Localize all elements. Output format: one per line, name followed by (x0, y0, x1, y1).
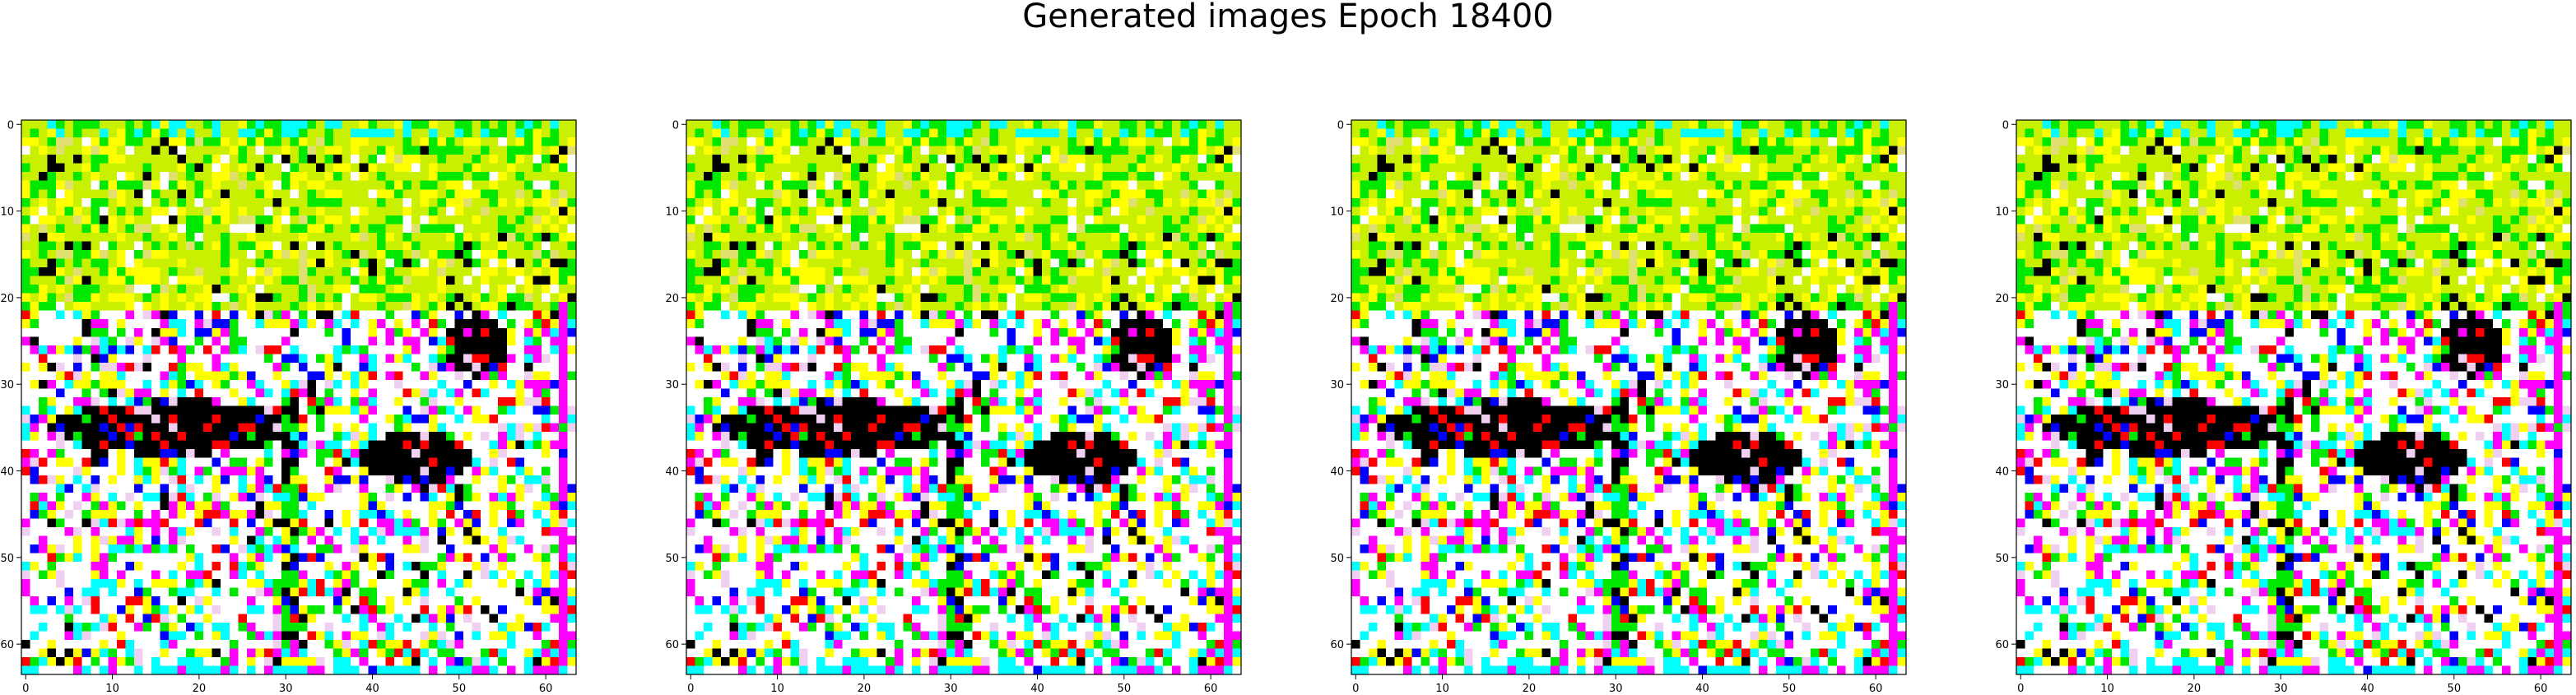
x-tick-label: 20 (858, 683, 872, 695)
y-tick-label: 10 (665, 206, 679, 219)
y-tick-label: 60 (665, 639, 679, 651)
image-pixels (2016, 120, 2572, 675)
x-tick-label: 0 (687, 683, 694, 695)
image-frame (1351, 119, 1907, 675)
y-tick-label: 60 (0, 639, 14, 651)
y-tick-label: 30 (1330, 379, 1344, 392)
x-tick-label: 20 (2188, 683, 2202, 695)
generated-image-panel-4: 0 10 20 30 40 50 60 0 10 20 30 40 50 60 (1995, 119, 2572, 695)
y-tick-label: 0 (2002, 119, 2009, 132)
image-pixels (686, 120, 1242, 675)
x-tick-label: 0 (2017, 683, 2024, 695)
y-tick-label: 50 (0, 553, 14, 565)
y-tick-label: 60 (1330, 639, 1344, 651)
x-tick-label: 40 (1030, 683, 1044, 695)
x-tick-label: 60 (539, 683, 553, 695)
x-tick-label: 40 (2360, 683, 2374, 695)
y-tick-label: 10 (1995, 206, 2009, 219)
generated-image-panel-3: 0 10 20 30 40 50 60 0 10 20 30 40 50 60 (1330, 119, 1907, 695)
y-tick-label: 0 (672, 119, 679, 132)
x-tick-label: 10 (105, 683, 119, 695)
y-tick-label: 50 (1995, 553, 2009, 565)
figure-title: Generated images Epoch 18400 (1022, 0, 1554, 35)
x-tick-label: 40 (1695, 683, 1709, 695)
y-tick-label: 10 (0, 206, 14, 219)
x-tick-label: 30 (1609, 683, 1623, 695)
y-tick-label: 0 (1337, 119, 1344, 132)
x-tick-label: 0 (1352, 683, 1359, 695)
x-tick-label: 60 (2534, 683, 2548, 695)
x-tick-label: 10 (770, 683, 784, 695)
x-tick-label: 50 (2448, 683, 2462, 695)
x-tick-label: 40 (365, 683, 379, 695)
image-frame (21, 119, 577, 675)
x-tick-label: 10 (1435, 683, 1449, 695)
y-tick-label: 30 (665, 379, 679, 392)
y-tick-label: 20 (1995, 293, 2009, 305)
y-tick-label: 50 (665, 553, 679, 565)
x-tick-label: 60 (1204, 683, 1218, 695)
x-tick-label: 60 (1869, 683, 1883, 695)
x-tick-label: 50 (1783, 683, 1797, 695)
x-tick-label: 10 (2100, 683, 2114, 695)
image-frame (2016, 119, 2572, 675)
x-tick-label: 20 (1523, 683, 1537, 695)
y-tick-label: 60 (1995, 639, 2009, 651)
y-tick-label: 50 (1330, 553, 1344, 565)
x-tick-label: 30 (279, 683, 293, 695)
y-tick-label: 20 (0, 293, 14, 305)
y-tick-label: 30 (1995, 379, 2009, 392)
image-pixels (1351, 120, 1907, 675)
x-tick-label: 50 (453, 683, 467, 695)
y-tick-label: 10 (1330, 206, 1344, 219)
x-tick-label: 50 (1118, 683, 1132, 695)
x-tick-label: 30 (2274, 683, 2288, 695)
x-tick-label: 20 (193, 683, 207, 695)
x-tick-label: 0 (22, 683, 29, 695)
y-tick-label: 20 (665, 293, 679, 305)
image-frame (686, 119, 1242, 675)
y-tick-label: 0 (7, 119, 14, 132)
image-pixels (21, 120, 577, 675)
x-tick-label: 30 (944, 683, 958, 695)
y-tick-label: 40 (1995, 466, 2009, 479)
y-tick-label: 30 (0, 379, 14, 392)
y-tick-label: 40 (665, 466, 679, 479)
y-tick-label: 20 (1330, 293, 1344, 305)
generated-image-panel-2: 0 10 20 30 40 50 60 0 10 20 30 40 50 60 (665, 119, 1242, 695)
generated-image-panel-1: 0 10 20 30 40 50 60 0 10 20 30 40 50 60 (0, 119, 577, 695)
y-tick-label: 40 (0, 466, 14, 479)
y-tick-label: 40 (1330, 466, 1344, 479)
